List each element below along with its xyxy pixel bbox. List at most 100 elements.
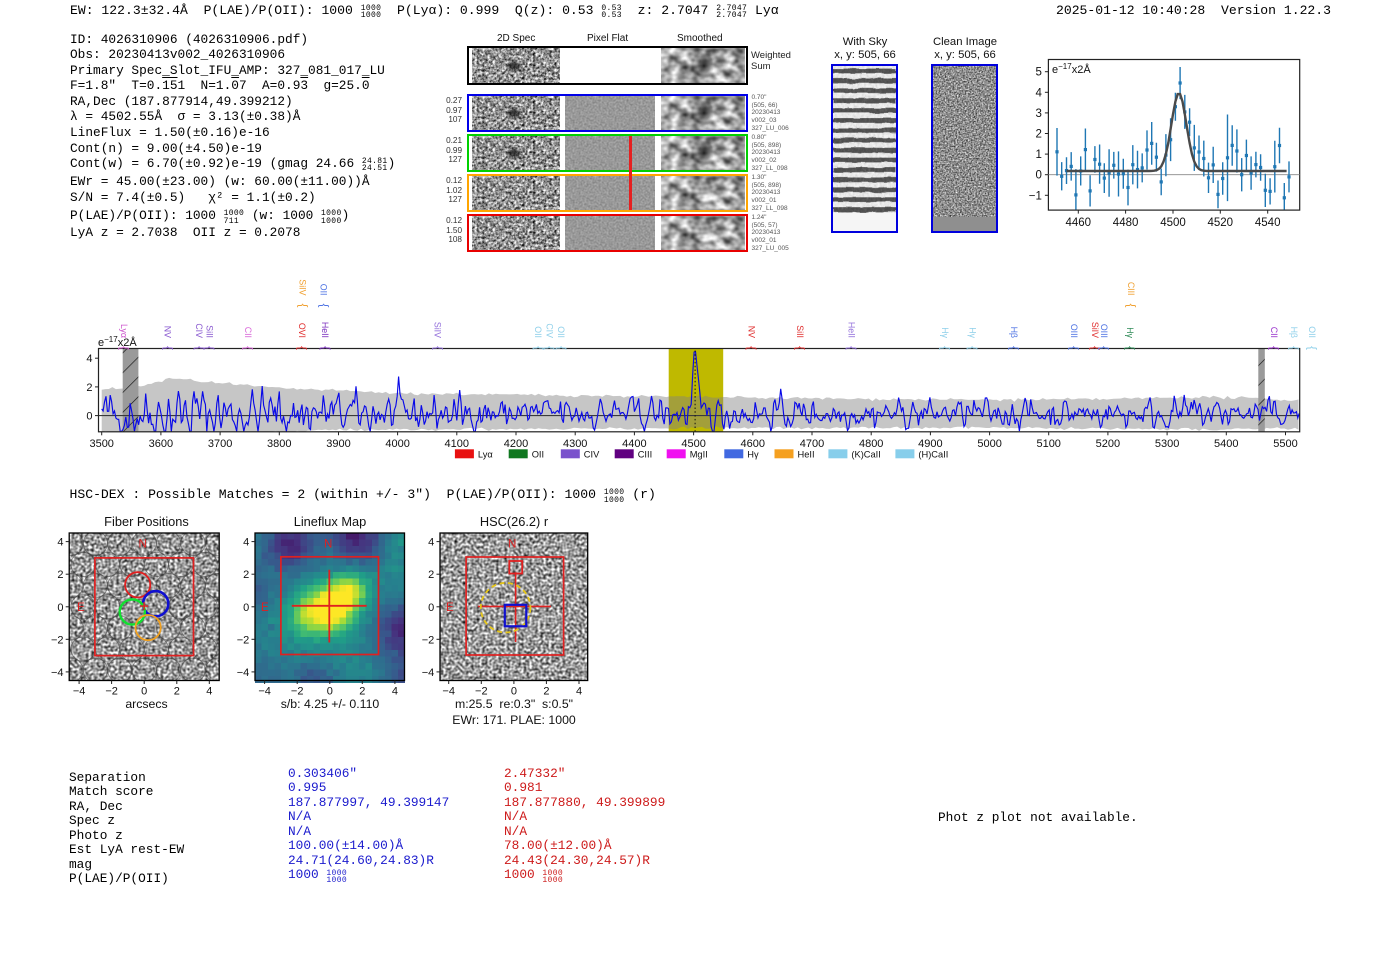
- svg-text:OII: OII: [319, 284, 329, 296]
- svg-text:Lyα: Lyα: [119, 324, 129, 338]
- svg-text:CII: CII: [243, 327, 253, 338]
- svg-text:{: {: [1098, 346, 1112, 350]
- svg-text:0: 0: [511, 686, 517, 698]
- svg-text:−2: −2: [237, 634, 250, 646]
- svg-text:OVI: OVI: [297, 323, 307, 338]
- svg-text:CIII: CIII: [638, 449, 652, 459]
- svg-text:{: {: [745, 346, 759, 350]
- svg-text:{: {: [242, 346, 256, 350]
- svg-text:4: 4: [1035, 87, 1042, 99]
- svg-text:{: {: [543, 346, 557, 350]
- svg-text:2: 2: [543, 686, 549, 698]
- svg-text:2: 2: [86, 382, 92, 394]
- svg-text:Hβ: Hβ: [1009, 327, 1019, 338]
- svg-text:CIII: CIII: [1126, 282, 1136, 296]
- svg-text:OII: OII: [556, 326, 566, 338]
- svg-text:{: {: [432, 346, 446, 350]
- svg-text:{: {: [1089, 346, 1103, 350]
- svg-text:−4: −4: [422, 667, 435, 679]
- svg-text:OII: OII: [532, 449, 544, 459]
- svg-text:4: 4: [392, 686, 398, 698]
- svg-text:3700: 3700: [208, 438, 232, 450]
- svg-text:5000: 5000: [977, 438, 1001, 450]
- svg-text:4460: 4460: [1066, 217, 1092, 229]
- svg-text:0: 0: [57, 602, 63, 614]
- svg-text:4540: 4540: [1255, 217, 1281, 229]
- svg-text:{: {: [317, 303, 331, 307]
- svg-text:4: 4: [428, 537, 434, 549]
- svg-text:2: 2: [428, 569, 434, 581]
- svg-text:e−17x2Å: e−17x2Å: [1052, 62, 1091, 77]
- svg-text:4700: 4700: [800, 438, 824, 450]
- svg-text:E: E: [446, 602, 454, 614]
- svg-text:−2: −2: [291, 686, 304, 698]
- svg-text:0: 0: [327, 686, 333, 698]
- svg-text:0: 0: [141, 686, 147, 698]
- svg-text:E: E: [77, 602, 85, 614]
- svg-text:HeII: HeII: [846, 322, 856, 338]
- svg-text:2: 2: [57, 569, 63, 581]
- svg-text:CIV: CIV: [584, 449, 600, 459]
- svg-text:{: {: [1268, 346, 1282, 350]
- svg-text:{: {: [161, 346, 175, 350]
- svg-text:Hβ: Hβ: [1289, 327, 1299, 338]
- svg-text:N: N: [508, 539, 516, 551]
- svg-text:−2: −2: [105, 686, 118, 698]
- svg-text:SiII: SiII: [795, 325, 805, 338]
- svg-text:4400: 4400: [622, 438, 646, 450]
- svg-text:4200: 4200: [504, 438, 528, 450]
- svg-text:e−17x2Å: e−17x2Å: [98, 335, 137, 350]
- svg-text:1: 1: [1035, 149, 1041, 161]
- svg-text:Hγ: Hγ: [1125, 327, 1135, 338]
- svg-text:Hγ: Hγ: [967, 327, 977, 338]
- svg-text:{: {: [1124, 346, 1138, 350]
- svg-text:4500: 4500: [1160, 217, 1186, 229]
- svg-text:−4: −4: [73, 686, 86, 698]
- svg-text:SiII: SiII: [204, 325, 214, 338]
- svg-text:4520: 4520: [1208, 217, 1234, 229]
- svg-text:−2: −2: [475, 686, 488, 698]
- svg-text:NV: NV: [746, 326, 756, 338]
- svg-text:{: {: [319, 346, 333, 350]
- svg-text:3: 3: [1035, 108, 1041, 120]
- svg-text:N: N: [324, 539, 332, 551]
- svg-text:0: 0: [86, 411, 92, 423]
- svg-text:4: 4: [206, 686, 212, 698]
- svg-text:5500: 5500: [1273, 438, 1297, 450]
- svg-text:2: 2: [243, 569, 249, 581]
- svg-text:3600: 3600: [149, 438, 173, 450]
- svg-text:HeII: HeII: [798, 449, 815, 459]
- svg-text:{: {: [297, 303, 311, 307]
- svg-text:SiIV: SiIV: [298, 279, 308, 295]
- svg-text:2: 2: [1035, 129, 1041, 141]
- svg-text:4000: 4000: [385, 438, 409, 450]
- svg-text:{: {: [794, 346, 808, 350]
- svg-text:(K)CaII: (K)CaII: [851, 449, 880, 459]
- svg-text:OII: OII: [533, 326, 543, 338]
- svg-text:{: {: [1125, 303, 1139, 307]
- svg-text:0: 0: [1035, 170, 1041, 182]
- svg-text:0: 0: [428, 602, 434, 614]
- svg-text:OII: OII: [1307, 326, 1317, 338]
- svg-text:{: {: [966, 346, 980, 350]
- svg-text:4480: 4480: [1113, 217, 1139, 229]
- svg-text:5: 5: [1035, 67, 1041, 79]
- svg-text:5200: 5200: [1096, 438, 1120, 450]
- svg-text:{: {: [1288, 346, 1302, 350]
- svg-text:−4: −4: [258, 686, 271, 698]
- svg-text:4: 4: [576, 686, 582, 698]
- svg-text:−4: −4: [51, 667, 64, 679]
- svg-text:{: {: [118, 346, 132, 350]
- svg-text:SiIV: SiIV: [433, 322, 443, 338]
- svg-text:SiIV: SiIV: [1090, 322, 1100, 338]
- svg-text:4100: 4100: [445, 438, 469, 450]
- svg-text:2: 2: [359, 686, 365, 698]
- svg-text:{: {: [845, 346, 859, 350]
- svg-text:5100: 5100: [1036, 438, 1060, 450]
- svg-text:MgII: MgII: [690, 449, 708, 459]
- svg-text:4800: 4800: [859, 438, 883, 450]
- svg-text:4900: 4900: [918, 438, 942, 450]
- svg-text:−4: −4: [237, 667, 250, 679]
- svg-text:4: 4: [57, 537, 63, 549]
- svg-text:{: {: [193, 346, 207, 350]
